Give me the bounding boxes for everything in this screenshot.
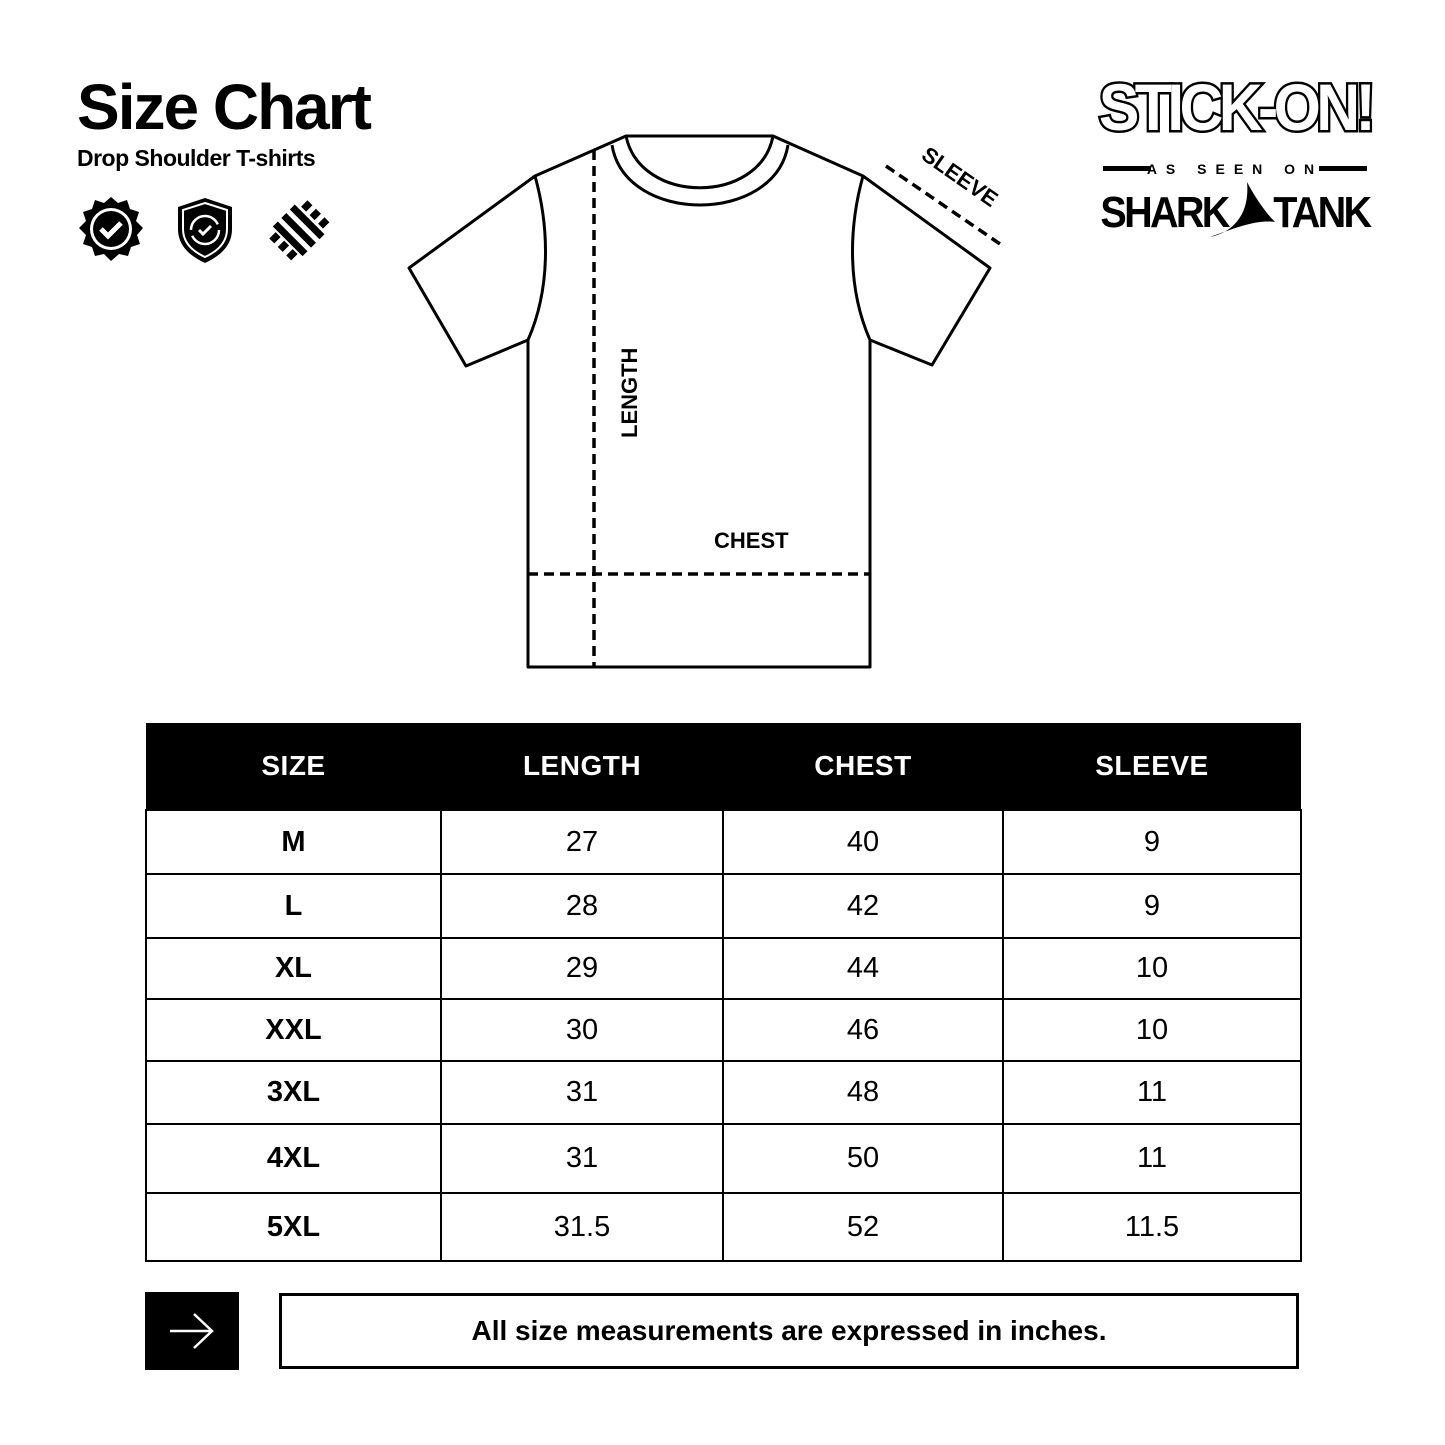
header-chest: CHEST xyxy=(723,723,1003,810)
length-cell: 31.5 xyxy=(440,1192,724,1262)
chest-cell: 48 xyxy=(722,1060,1004,1125)
chest-cell: 46 xyxy=(722,998,1004,1062)
chest-cell: 52 xyxy=(722,1192,1004,1262)
page-subtitle: Drop Shoulder T-shirts xyxy=(77,145,316,171)
sleeve-cell: 10 xyxy=(1002,937,1302,1000)
brand-logo: STICK-ON! AS SEEN ON SHARK TANK xyxy=(1096,69,1375,237)
quality-badge-check-icon xyxy=(79,197,143,261)
table-row: 5XL 31.5 52 11.5 xyxy=(145,1192,1302,1262)
size-cell: L xyxy=(145,873,442,939)
sleeve-label: SLEEVE xyxy=(917,142,1002,212)
length-cell: 30 xyxy=(440,998,724,1062)
arrow-box xyxy=(145,1292,239,1370)
units-note: All size measurements are expressed in i… xyxy=(279,1293,1299,1369)
chest-cell: 44 xyxy=(722,937,1004,1000)
size-cell: 4XL xyxy=(145,1123,442,1194)
size-cell: 3XL xyxy=(145,1060,442,1125)
sleeve-cell: 11.5 xyxy=(1002,1192,1302,1262)
svg-text:AS SEEN ON: AS SEEN ON xyxy=(1147,161,1323,177)
length-label: LENGTH xyxy=(617,348,642,438)
chest-cell: 42 xyxy=(722,873,1004,939)
svg-text:STICK-ON!: STICK-ON! xyxy=(1099,72,1371,145)
sleeve-cell: 10 xyxy=(1002,998,1302,1062)
chest-cell: 50 xyxy=(722,1123,1004,1194)
table-header-row: SIZE LENGTH CHEST SLEEVE xyxy=(146,723,1301,810)
page-title: Size Chart xyxy=(77,71,372,143)
sleeve-cell: 9 xyxy=(1002,809,1302,875)
length-cell: 27 xyxy=(440,809,724,875)
table-row: 4XL 31 50 11 xyxy=(145,1123,1302,1194)
table-row: L 28 42 9 xyxy=(145,873,1302,939)
header-length: LENGTH xyxy=(441,723,723,810)
table-row: XL 29 44 10 xyxy=(145,937,1302,1000)
length-cell: 29 xyxy=(440,937,724,1000)
size-cell: XL xyxy=(145,937,442,1000)
feature-icons xyxy=(76,195,334,265)
size-cell: M xyxy=(145,809,442,875)
size-cell: 5XL xyxy=(145,1192,442,1262)
length-cell: 31 xyxy=(440,1123,724,1194)
chest-label: CHEST xyxy=(714,528,789,553)
length-cell: 28 xyxy=(440,873,724,939)
sleeve-cell: 11 xyxy=(1002,1060,1302,1125)
header-sleeve: SLEEVE xyxy=(1003,723,1301,810)
arrow-right-icon xyxy=(170,1313,214,1349)
sleeve-cell: 11 xyxy=(1002,1123,1302,1194)
svg-text:SHARK: SHARK xyxy=(1100,187,1230,236)
header-size: SIZE xyxy=(146,723,441,810)
tshirt-diagram: LENGTH CHEST SLEEVE xyxy=(407,134,1004,669)
table-row: XXL 30 46 10 xyxy=(145,998,1302,1062)
table-row: M 27 40 9 xyxy=(145,809,1302,875)
shield-refresh-icon xyxy=(178,198,232,263)
svg-text:TANK: TANK xyxy=(1273,187,1372,236)
woven-fabric-icon xyxy=(269,200,330,261)
tshirt-outline xyxy=(407,134,992,669)
size-table: SIZE LENGTH CHEST SLEEVE M 27 40 9 L 28 42 9 XL 2… xyxy=(145,723,1302,1262)
size-cell: XXL xyxy=(145,998,442,1062)
chest-cell: 40 xyxy=(722,809,1004,875)
sleeve-measure-line xyxy=(885,164,1004,248)
length-cell: 31 xyxy=(440,1060,724,1125)
table-row: 3XL 31 48 11 xyxy=(145,1060,1302,1125)
sleeve-cell: 9 xyxy=(1002,873,1302,939)
